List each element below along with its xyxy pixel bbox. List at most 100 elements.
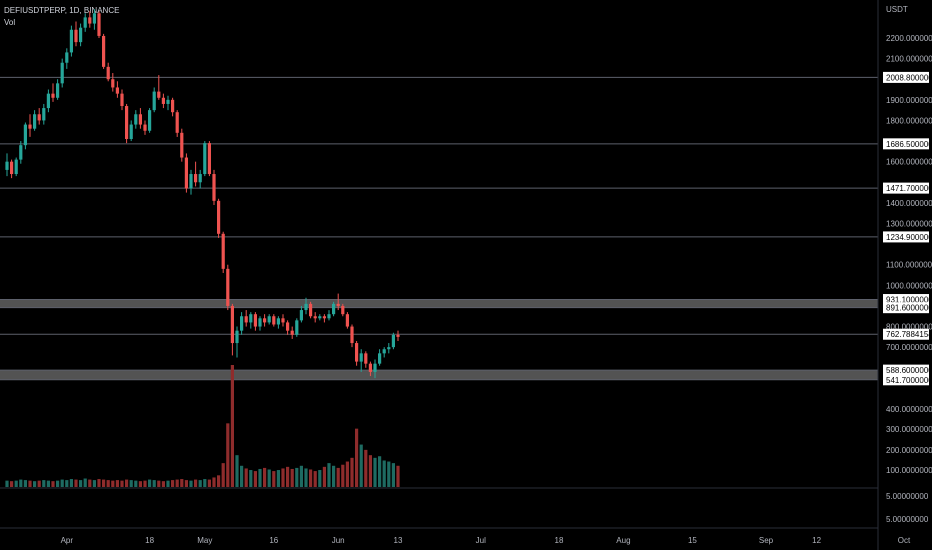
- volume-bar: [171, 480, 175, 487]
- volume-bar: [134, 480, 138, 487]
- price-tick-label: 1900.00000000: [886, 96, 932, 105]
- candle-body: [166, 99, 170, 104]
- volume-bar: [290, 468, 294, 487]
- candle-body: [299, 310, 303, 321]
- volume-bar: [391, 463, 395, 487]
- volume-bar: [33, 481, 37, 487]
- candle-body: [180, 132, 184, 158]
- volume-label: Vol: [4, 18, 16, 27]
- price-tick-label: 1300.00000000: [886, 220, 932, 229]
- candle-body: [313, 316, 317, 319]
- volume-bar: [115, 480, 119, 487]
- candle-body: [382, 349, 386, 354]
- volume-bar: [28, 480, 32, 487]
- chart-legend: DEFIUSDTPERP, 1D, BINANCE Vol: [4, 5, 119, 29]
- candle-body: [387, 347, 391, 350]
- level-label-box: [883, 374, 929, 386]
- level-label: 891.60000000: [886, 304, 932, 313]
- candle-body: [134, 114, 138, 125]
- price-tick-label: 100.00000000: [886, 466, 932, 475]
- candle-body: [217, 200, 221, 234]
- candle-body: [143, 124, 147, 131]
- level-label-box: [883, 231, 929, 243]
- volume-bar: [51, 481, 55, 487]
- candle-body: [51, 93, 55, 98]
- candle-body: [258, 318, 262, 327]
- level-label-box: [883, 71, 929, 83]
- candle-body: [42, 108, 46, 121]
- candle-body: [345, 314, 349, 327]
- volume-bar: [37, 480, 41, 487]
- candle-body: [341, 305, 345, 315]
- candle-body: [203, 143, 207, 175]
- candle-body: [194, 174, 198, 183]
- level-label-box: [883, 364, 929, 376]
- volume-bar: [387, 461, 391, 487]
- volume-bar: [138, 481, 142, 487]
- time-tick-label: May: [197, 536, 212, 545]
- candle-body: [207, 143, 211, 175]
- volume-bar: [249, 470, 253, 487]
- candle-body: [391, 334, 395, 348]
- volume-bar: [148, 479, 152, 487]
- volume-bar: [276, 470, 280, 487]
- candle-body: [378, 353, 382, 364]
- candle-body: [106, 66, 110, 80]
- candle-body: [152, 91, 156, 111]
- price-axis[interactable]: USDT 2200.00000000 2100.00000000 1900.00000…: [886, 5, 932, 524]
- volume-bar: [180, 479, 184, 487]
- volume-bar: [106, 480, 110, 487]
- candle-body: [309, 303, 313, 317]
- volume-bar: [221, 463, 225, 487]
- volume-bar: [19, 479, 23, 487]
- candle-body: [226, 268, 230, 306]
- volume-bar: [341, 464, 345, 487]
- price-tick-label: 300.00000000: [886, 425, 932, 434]
- time-tick-label: 13: [394, 536, 403, 545]
- candle-body: [327, 314, 331, 319]
- candle-body: [129, 124, 133, 139]
- volume-bar: [272, 471, 276, 487]
- level-labels-layer: 2008.80000000 1686.50000000 1471.70000000 1…: [883, 71, 932, 386]
- level-label: 2008.80000000: [886, 73, 932, 82]
- support-resistance-zone: [0, 299, 878, 308]
- volume-bar: [194, 479, 198, 487]
- candle-body: [56, 83, 60, 98]
- price-tick-label: 1100.00000000: [886, 261, 932, 270]
- volume-bar: [157, 480, 161, 487]
- price-tick-label: 2100.00000000: [886, 55, 932, 64]
- time-tick-label: Apr: [61, 536, 74, 545]
- candle-body: [235, 330, 239, 344]
- price-tick-label: 2200.00000000: [886, 34, 932, 43]
- volume-bar: [14, 480, 18, 487]
- candle-body: [65, 52, 69, 63]
- level-lines-layer: [0, 76, 878, 381]
- volume-bar: [295, 467, 299, 487]
- candle-body: [60, 62, 64, 84]
- volume-bar: [364, 449, 368, 487]
- volume-bar: [217, 475, 221, 487]
- volume-bar: [263, 467, 267, 487]
- candle-body: [19, 145, 23, 160]
- price-tick-label: 1600.00000000: [886, 158, 932, 167]
- candle-body: [92, 13, 96, 24]
- volume-bar: [23, 480, 27, 487]
- candle-body: [198, 174, 202, 183]
- price-tick-label: 800.00000000: [886, 323, 932, 332]
- candle-body: [111, 79, 115, 88]
- candle-body: [318, 316, 322, 319]
- level-label: 1686.50000000: [886, 140, 932, 149]
- candle-body: [364, 353, 368, 364]
- candle-body: [359, 353, 363, 362]
- candle-body: [244, 316, 248, 323]
- candle-body: [69, 29, 73, 53]
- volume-bar: [299, 465, 303, 487]
- volume-bar: [327, 463, 331, 487]
- candle-body: [23, 124, 27, 146]
- time-axis[interactable]: 14Apr18May16Jun13Jul18Aug15Sep12Oct17No: [0, 536, 932, 545]
- candle-body: [221, 233, 225, 269]
- time-tick-label: 12: [812, 536, 821, 545]
- candle-body: [171, 99, 175, 113]
- candle-body: [148, 110, 152, 131]
